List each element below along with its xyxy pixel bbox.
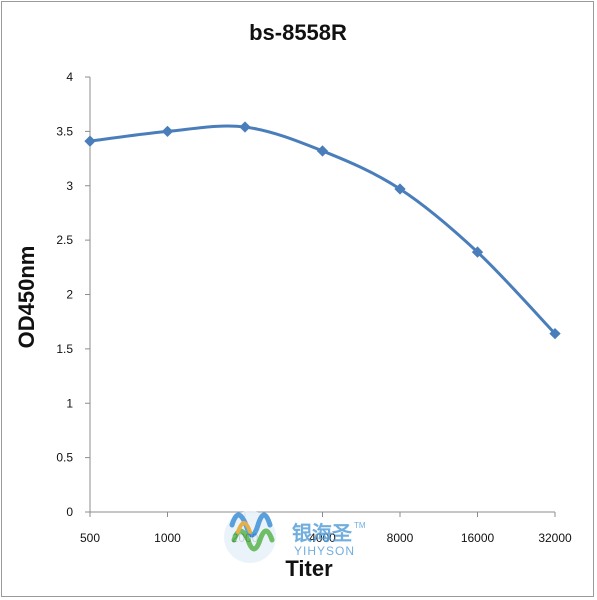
x-tick-label: 4000 (309, 531, 336, 545)
data-point-marker (394, 183, 406, 195)
y-tick-label: 3.5 (56, 124, 73, 138)
watermark-english-text: YIHYSON (294, 544, 355, 558)
y-tick-label: 4 (66, 70, 73, 84)
y-axis-title: OD450nm (14, 246, 39, 349)
series-line (89, 124, 557, 335)
y-tick-label: 0.5 (56, 451, 73, 465)
yihyson-logo-icon (224, 511, 276, 563)
data-point-marker (471, 246, 484, 258)
x-tick-label: 500 (80, 531, 100, 545)
y-tick-label: 1 (66, 396, 73, 410)
y-tick-label: 2.5 (56, 233, 73, 247)
x-axis-title: Titer (285, 556, 333, 581)
watermark-tm: TM (354, 521, 366, 530)
y-tick-label: 0 (66, 505, 73, 519)
yihyson-watermark: 银海圣 TM YIHYSON (224, 511, 366, 563)
x-axis-ticks: 50010002000400080001600032000 (80, 512, 572, 545)
x-tick-label: 1000 (154, 531, 181, 545)
x-tick-label: 8000 (387, 531, 414, 545)
y-axis-ticks: 0 0.5 1 1.5 2 2.5 3 3.5 4 (56, 70, 90, 519)
series-markers (84, 121, 561, 340)
x-tick-label: 32000 (538, 531, 572, 545)
y-tick-label: 2 (66, 288, 73, 302)
data-point-marker (161, 125, 174, 138)
data-point-marker (84, 135, 96, 147)
data-point-marker (316, 145, 329, 157)
x-tick-label: 16000 (461, 531, 495, 545)
data-point-marker (549, 327, 561, 340)
y-tick-label: 3 (66, 179, 73, 193)
watermark-chinese-text: 银海圣 (292, 521, 353, 545)
data-point-marker (239, 121, 251, 133)
chart-title: bs-8558R (249, 20, 347, 45)
y-tick-label: 1.5 (56, 342, 73, 356)
